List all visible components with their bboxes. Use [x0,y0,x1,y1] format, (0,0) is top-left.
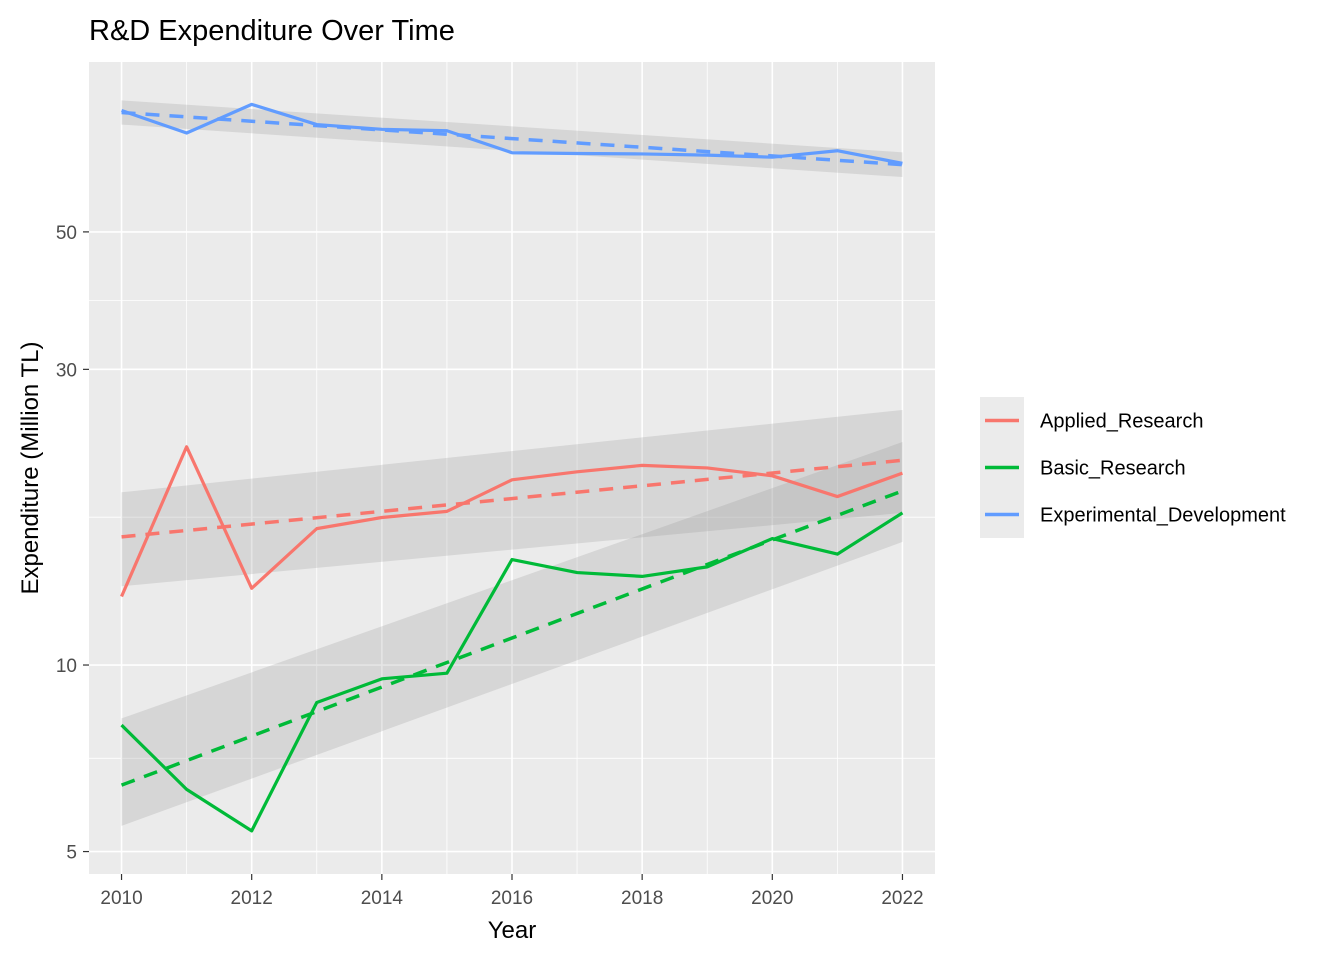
y-tick-label: 5 [66,843,77,864]
series-line [121,102,903,165]
trend-line [121,458,903,539]
series-line [120,445,904,598]
legend-label: Basic_Research [1040,458,1186,480]
axes: 2010 2012 2014 2016 2018 2020 2022 5 10 30 50 [56,223,924,909]
legend-label: Experimental_Development [1040,505,1286,527]
x-tick-label: 2018 [621,888,663,909]
trend-line [120,489,904,787]
y-axis-title: Expenditure (Million TL) [17,342,44,595]
x-tick-label: 2014 [361,888,404,909]
chart-title: R&D Expenditure Over Time [89,15,455,47]
series-lines [120,102,904,833]
x-tick-label: 2010 [100,888,142,909]
legend-label: Applied_Research [1040,411,1203,433]
x-tick-label: 2022 [881,888,923,909]
x-tick-label: 2012 [231,888,273,909]
series-line [120,511,904,833]
y-tick-label: 10 [56,656,77,677]
x-tick-label: 2020 [751,888,793,909]
confidence-ribbon [121,442,903,826]
x-tick-label: 2016 [491,888,533,909]
y-tick-label: 50 [56,223,77,244]
y-tick-label: 30 [56,360,77,381]
x-axis-title: Year [488,917,537,944]
grid-lines [89,62,935,874]
legend: Applied_Research Basic_Research Experiment… [980,397,1286,538]
